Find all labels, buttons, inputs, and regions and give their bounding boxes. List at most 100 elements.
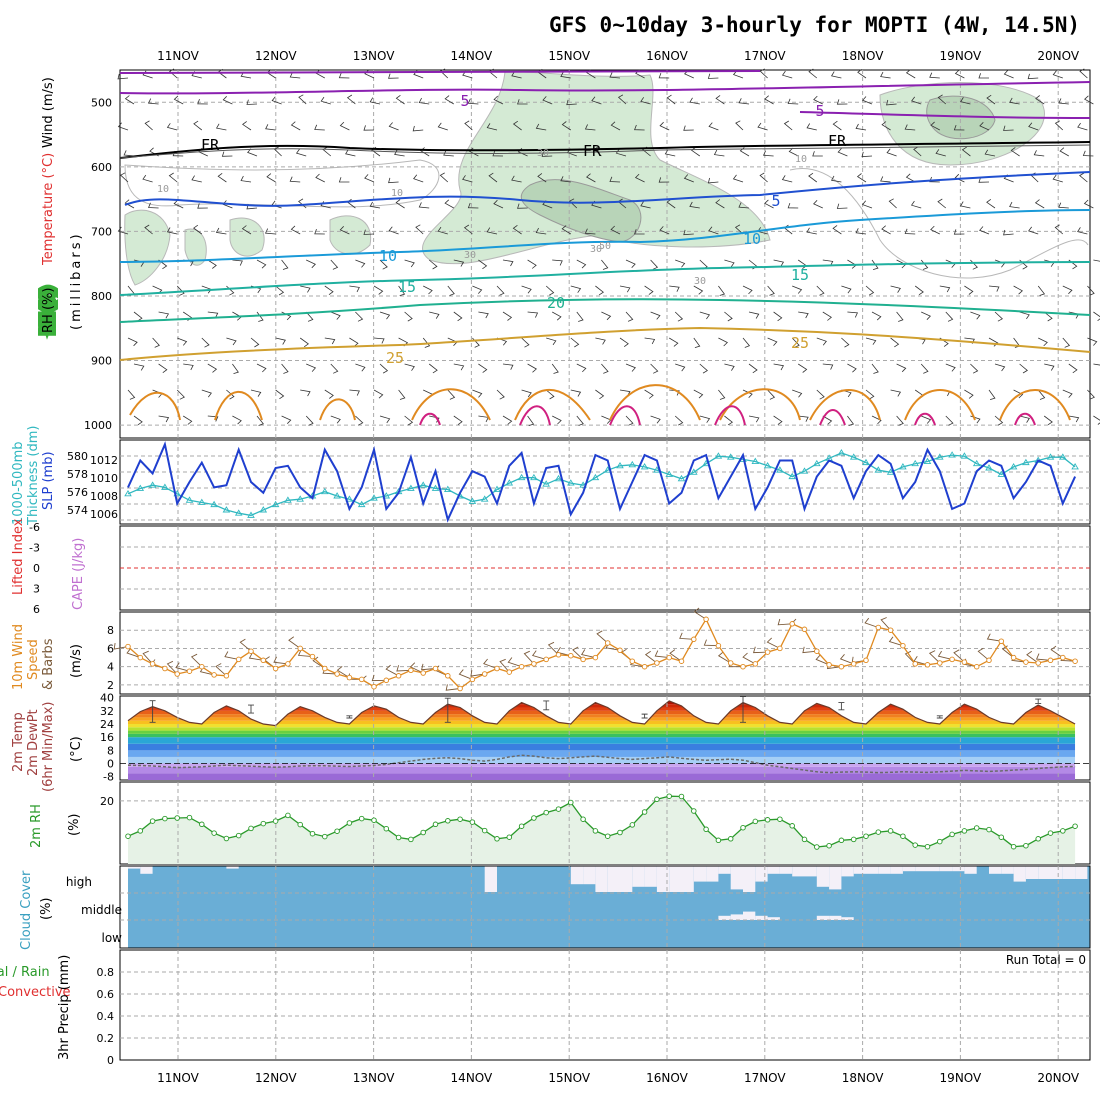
upper-wind-barb [346,94,356,105]
thickness-point [185,496,194,503]
thickness-point [640,463,649,470]
upper-wind-barb [707,73,719,79]
upper-wind-barb [787,202,799,209]
high-cloud-clear [730,866,743,890]
upper-wind-barb [502,415,513,425]
upper-wind-barb [281,259,289,270]
upper-wind-barb [759,68,768,79]
wind-speed-point [518,663,525,670]
rh-point [838,837,845,844]
high-cloud-clear [718,866,731,874]
upper-wind-barb [265,124,276,131]
top-date-label: 15NOV [548,49,590,63]
wind-speed-point [1072,658,1078,664]
upper-wind-barb [428,259,438,270]
wind-speed-point [973,663,980,670]
upper-wind-barb [1054,224,1064,235]
wind10m-barb [693,607,707,620]
upper-wind-barb [418,97,430,105]
upper-wind-barb [748,363,758,374]
upper-wind-barb [250,389,262,397]
thickness-point [763,461,772,469]
rh2m-label: 2m RH [29,804,44,848]
temperature-band [128,724,1076,728]
upper-wind-barb [738,202,750,209]
temperature-band [128,743,1076,751]
wind10m-barb [654,650,670,659]
upper-wind-barb [970,259,978,270]
upper-wind-barb [994,259,1006,268]
upper-wind-barb [158,363,168,374]
upper-wind-barb [256,363,267,373]
upper-wind-barb [444,199,454,209]
upper-wind-barb [152,337,160,348]
wind-grid [120,612,1090,694]
upper-wind-barb [496,285,505,296]
upper-wind-barb [379,363,389,374]
cape-label: CAPE (J/kg) [71,538,86,610]
upper-wind-barb [910,200,922,209]
upper-wind-barb [1027,73,1039,80]
upper-wind-barb [773,311,783,322]
upper-wind-barb [266,69,276,79]
upper-wind-barb [117,73,129,80]
upper-wind-barb [832,225,842,235]
upper-wind-barb [568,198,578,209]
bottom-date-label: 17NOV [744,1071,786,1085]
upper-wind-barb [306,259,316,269]
upper-wind-barb [668,337,679,347]
upper-wind-barb [666,94,676,105]
rh-point [641,809,648,815]
temperature-band [128,704,1076,708]
upper-wind-barb [905,69,916,79]
rh-contour-label: 50 [599,241,611,252]
upper-wind-barb [640,97,651,105]
upper-wind-barb [970,363,979,374]
upper-wind-barb [298,94,307,105]
upper-wind-barb [666,198,676,209]
upper-wind-barb [1093,311,1100,322]
upper-wind-barb [437,226,448,235]
rh-markers [125,793,1078,850]
pressure-tick-label: 1000 [84,419,112,432]
wind10m-barb [239,638,252,652]
wind10m-barb [580,649,596,659]
upper-wind-barb [871,311,882,321]
upper-wind-barb [822,415,833,425]
upper-wind-barb [349,389,360,396]
upper-wind-barb [447,389,456,400]
wind-tick: 2 [107,679,114,692]
wind-speed-point [137,654,144,661]
rh-point [383,825,390,832]
upper-wind-barb [355,415,364,426]
rh-point [617,829,623,836]
wind-speed-point [568,652,574,659]
upper-wind-barb [674,311,684,322]
bottom-date-label: 16NOV [646,1071,688,1085]
wind-speed-point [149,661,156,667]
temp-label-2: 2m DewPt [26,709,41,776]
upper-wind-barb [492,150,504,157]
upper-wind-barb [173,95,184,105]
wind10m-barb [470,670,485,677]
temperature-band [128,710,1076,715]
upper-wind-barb [275,337,286,345]
upper-wind-barb [570,337,580,348]
bottom-date-label: 15NOV [548,1071,590,1085]
upper-wind-barb [422,337,431,348]
upper-wind-barb [453,415,463,426]
top-date-label: 20NOV [1037,49,1079,63]
upper-wind-barb [1044,363,1055,371]
high-cloud-clear [915,866,928,872]
upper-wind-barb [615,148,627,157]
upper-wind-barb [689,201,700,209]
upper-wind-barb [994,363,1006,372]
precip-tick: 0.2 [97,1032,115,1045]
thickness-point [616,461,624,469]
bottom-date-label: 20NOV [1037,1071,1079,1085]
slp-label: SLP (mb) [41,451,56,510]
upper-wind-barb [954,173,965,183]
upper-wind-barb [379,259,388,270]
rh-point [469,819,476,825]
upper-wind-barb [625,415,634,426]
